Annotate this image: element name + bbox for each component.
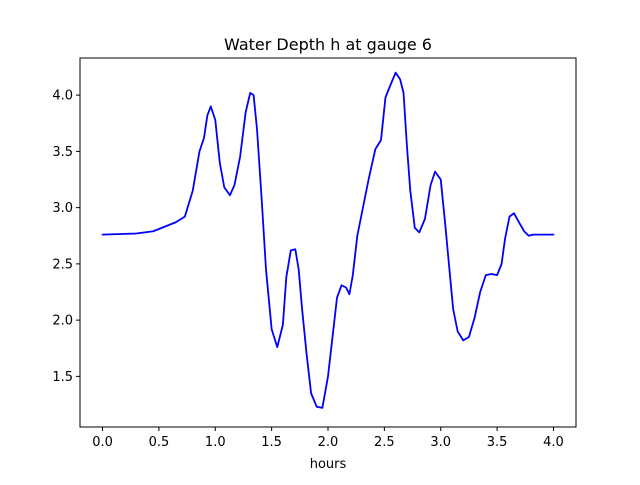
y-tick-label: 2.5 — [52, 257, 73, 272]
x-tick-label: 2.5 — [374, 435, 395, 450]
x-axis-ticks: 0.0 0.5 1.0 1.5 2.0 2.5 3.0 3.5 4.0 — [92, 427, 564, 450]
y-tick-label: 3.5 — [52, 145, 73, 160]
y-tick-label: 3.0 — [52, 201, 73, 216]
x-tick-label: 3.5 — [487, 435, 508, 450]
x-tick-label: 0.0 — [92, 435, 113, 450]
x-tick-label: 1.5 — [261, 435, 282, 450]
y-axis-ticks: 1.5 2.0 2.5 3.0 3.5 4.0 — [52, 89, 80, 385]
x-tick-label: 0.5 — [149, 435, 170, 450]
x-tick-label: 3.0 — [430, 435, 451, 450]
y-tick-label: 4.0 — [52, 89, 73, 104]
x-axis-label: hours — [310, 457, 347, 472]
x-tick-label: 2.0 — [318, 435, 339, 450]
y-tick-label: 2.0 — [52, 314, 73, 329]
x-tick-label: 4.0 — [543, 435, 564, 450]
water-depth-line — [101, 71, 555, 409]
chart-title: Water Depth h at gauge 6 — [224, 35, 432, 54]
y-tick-label: 1.5 — [52, 370, 73, 385]
x-tick-label: 1.0 — [205, 435, 226, 450]
